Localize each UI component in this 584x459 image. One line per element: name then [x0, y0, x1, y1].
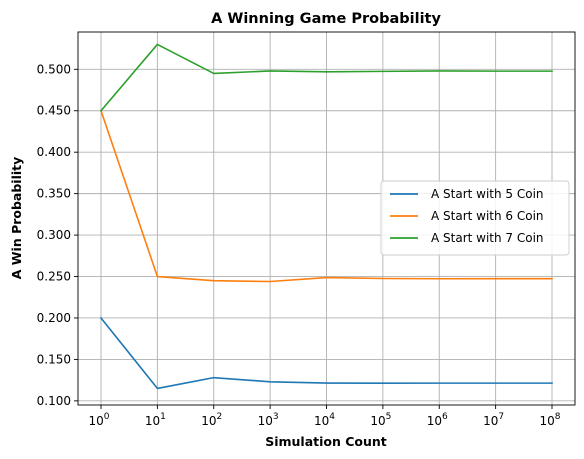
x-tick-label: 105	[370, 412, 391, 428]
x-tick-label: 103	[258, 412, 279, 428]
x-tick-label: 106	[427, 412, 448, 428]
chart-title: A Winning Game Probability	[211, 11, 441, 27]
y-tick-label: 0.350	[37, 187, 71, 201]
series-line-3	[99, 43, 553, 112]
series-line-2	[99, 109, 553, 283]
y-tick-label: 0.100	[37, 394, 71, 408]
x-tick-label: 100	[88, 412, 109, 428]
series-line-1	[99, 316, 553, 390]
y-tick-label: 0.300	[37, 228, 71, 242]
legend-box	[380, 180, 570, 256]
y-axis-label: A Win Probability	[9, 157, 24, 280]
x-tick-label: 101	[145, 412, 166, 428]
series-lines	[99, 43, 553, 390]
legend-label: A Start with 5 Coin	[431, 187, 544, 201]
y-tick-label: 0.150	[37, 352, 71, 366]
y-tick-label: 0.200	[37, 311, 71, 325]
y-axis: 0.100 0.150 0.200 0.250 0.300 0.350 0.400 0.450…	[37, 62, 78, 408]
y-tick-label: 0.400	[37, 145, 71, 159]
x-tick-label: 108	[539, 412, 560, 428]
x-tick-label: 107	[483, 412, 504, 428]
x-tick-label: 102	[201, 412, 222, 428]
y-tick-label: 0.250	[37, 270, 71, 284]
x-axis-label: Simulation Count	[265, 434, 387, 449]
legend: A Start with 5 Coin A Start with 6 Coin A …	[380, 180, 570, 256]
y-tick-label: 0.450	[37, 104, 71, 118]
x-tick-label: 104	[314, 412, 335, 428]
legend-label: A Start with 7 Coin	[431, 231, 544, 245]
y-tick-label: 0.500	[37, 62, 71, 76]
x-axis: 100 101 102 103 104 105 106 107 108	[88, 405, 561, 428]
legend-label: A Start with 6 Coin	[431, 209, 544, 223]
